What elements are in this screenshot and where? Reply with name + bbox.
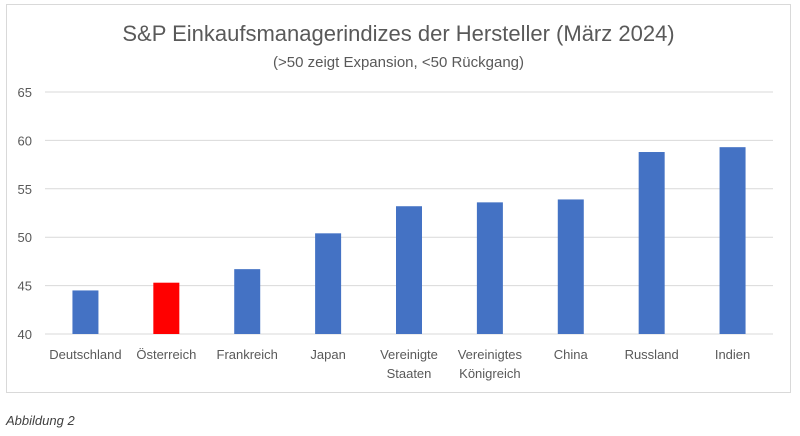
bar <box>719 147 746 334</box>
x-tick-label: Deutschland <box>49 347 121 362</box>
bar <box>315 233 342 334</box>
bar <box>234 269 261 334</box>
bar <box>638 152 665 334</box>
bar <box>557 199 584 334</box>
x-tick-label: Frankreich <box>217 347 278 362</box>
bar <box>476 202 503 334</box>
bar <box>72 290 99 334</box>
x-tick-label: Russland <box>625 347 679 362</box>
x-tick-label: Vereinigte Staaten <box>380 347 438 381</box>
bar <box>153 282 180 334</box>
y-tick-label: 40 <box>18 327 32 342</box>
bar <box>396 206 422 334</box>
x-tick-label: Vereinigtes Königreich <box>458 347 523 381</box>
x-tick-label: Indien <box>715 347 750 362</box>
x-tick-label: Österreich <box>136 347 196 362</box>
chart-subtitle: (>50 zeigt Expansion, <50 Rückgang) <box>273 54 524 71</box>
y-tick-label: 50 <box>18 230 32 245</box>
x-tick-label: Japan <box>310 347 345 362</box>
y-tick-label: 60 <box>18 133 32 148</box>
bar-chart: 40 45 50 55 60 65 Deutschland Österreich Frankre… <box>18 85 773 381</box>
y-tick-label: 55 <box>18 182 32 197</box>
y-tick-label: 45 <box>18 279 32 294</box>
x-tick-label: China <box>554 347 589 362</box>
figure-caption: Abbildung 2 <box>6 413 75 428</box>
y-tick-label: 65 <box>18 85 32 100</box>
chart-title: S&P Einkaufsmanagerindizes der Herstelle… <box>122 21 675 46</box>
